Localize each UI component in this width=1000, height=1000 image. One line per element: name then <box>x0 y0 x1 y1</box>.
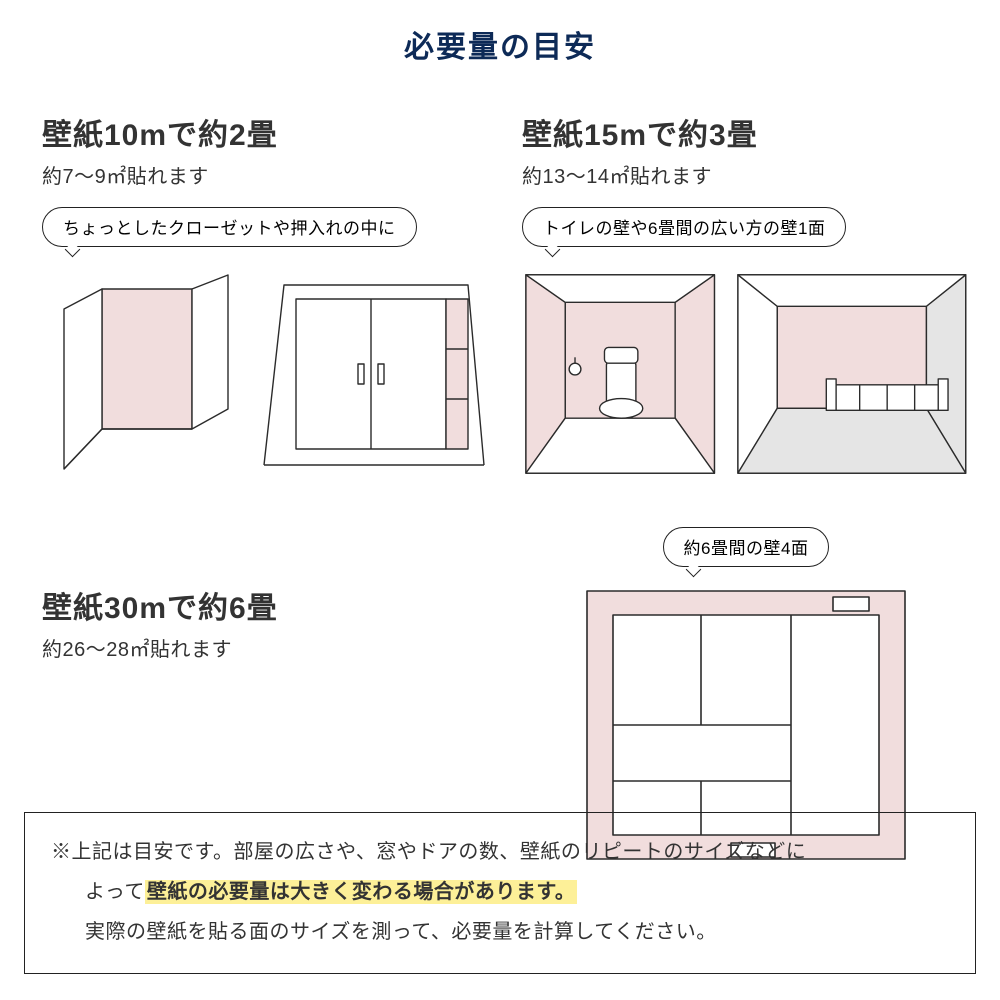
block-15m-bubble: トイレの壁や6畳間の広い方の壁1面 <box>522 207 846 247</box>
block-30m-sub: 約26〜28㎡貼れます <box>42 633 500 662</box>
room-one-wall-icon <box>734 269 970 479</box>
block-30m-bubble: 約6畳間の壁4面 <box>663 527 830 567</box>
page-title: 必要量の目安 <box>0 0 1000 66</box>
block-15m-title: 壁紙15mで約3畳 <box>522 110 970 154</box>
row-1: 壁紙10mで約2畳 約7〜9㎡貼れます ちょっとしたクローゼットや押入れの中に <box>0 110 1000 479</box>
note-highlight: 壁紙の必要量は大きく変わる場合があります。 <box>145 880 578 904</box>
block-30m: 壁紙30mで約6畳 約26〜28㎡貼れます <box>0 527 500 662</box>
block-10m-bubble: ちょっとしたクローゼットや押入れの中に <box>42 207 417 247</box>
block-15m-sub: 約13〜14㎡貼れます <box>522 160 970 189</box>
block-10m-illustrations <box>42 269 500 479</box>
note-box: ※上記は目安です。部屋の広さや、窓やドアの数、壁紙のリピートのサイズなどに よっ… <box>24 812 976 974</box>
note-line-2: よって壁紙の必要量は大きく変わる場合があります。 <box>51 875 949 909</box>
note-line-1: ※上記は目安です。部屋の広さや、窓やドアの数、壁紙のリピートのサイズなどに <box>51 835 949 869</box>
block-30m-title: 壁紙30mで約6畳 <box>42 583 500 627</box>
block-10m-sub: 約7〜9㎡貼れます <box>42 160 500 189</box>
sliding-door-icon <box>258 269 488 479</box>
block-10m: 壁紙10mで約2畳 約7〜9㎡貼れます ちょっとしたクローゼットや押入れの中に <box>0 110 500 479</box>
toilet-room-icon <box>522 269 718 479</box>
closet-icon <box>42 269 242 479</box>
block-15m: 壁紙15mで約3畳 約13〜14㎡貼れます トイレの壁や6畳間の広い方の壁1面 <box>500 110 1000 479</box>
note-line-2a: よって <box>85 881 145 903</box>
block-10m-title: 壁紙10mで約2畳 <box>42 110 500 154</box>
block-15m-illustrations <box>522 269 970 479</box>
note-line-3: 実際の壁紙を貼る面のサイズを測って、必要量を計算してください。 <box>51 915 949 949</box>
